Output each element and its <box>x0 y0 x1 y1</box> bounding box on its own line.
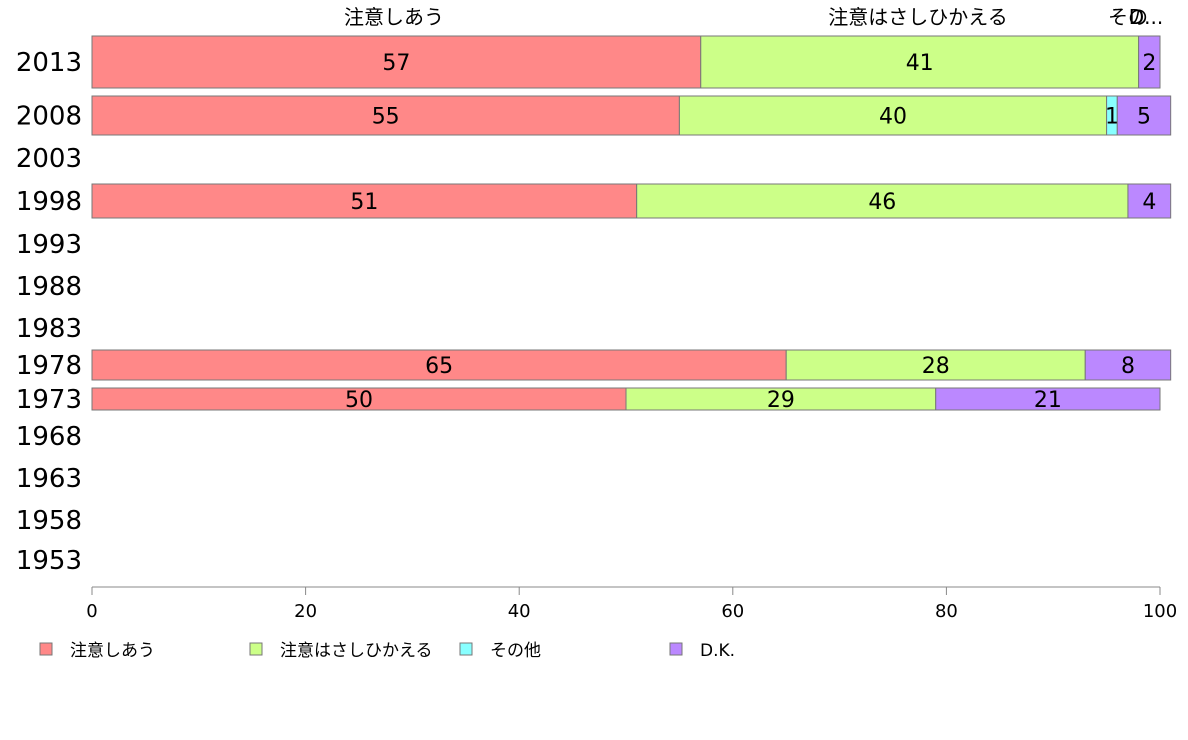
legend-swatch <box>249 642 263 656</box>
data-label: 50 <box>345 388 373 413</box>
category-label: 2013 <box>16 48 82 78</box>
data-label: 57 <box>382 51 410 76</box>
category-label: 1963 <box>16 464 82 494</box>
data-label: 4 <box>1142 190 1156 215</box>
bar-segment <box>1138 35 1161 89</box>
category-label: 1983 <box>16 314 82 344</box>
category-label: 1978 <box>16 351 82 381</box>
bar-segment <box>1116 95 1172 136</box>
data-label: 55 <box>372 105 400 130</box>
x-tick-label: 20 <box>294 601 317 622</box>
legend-swatch <box>669 642 683 656</box>
top-series-label: その <box>1108 5 1148 29</box>
data-label: 65 <box>425 354 453 379</box>
bar-segment <box>678 95 1108 136</box>
bar-segment <box>700 35 1140 89</box>
legend-label: 注意はさしひかえる <box>280 641 433 661</box>
category-label: 1993 <box>16 230 82 260</box>
category-label: 1998 <box>16 187 82 217</box>
legend-label: D.K. <box>700 641 735 661</box>
category-label: 2003 <box>16 144 82 174</box>
legend-swatch <box>459 642 473 656</box>
category-label: 1988 <box>16 272 82 302</box>
x-tick-label: 100 <box>1143 601 1177 622</box>
top-series-label: D... <box>1129 5 1163 29</box>
data-label: 8 <box>1121 354 1135 379</box>
data-label: 46 <box>868 190 896 215</box>
data-label: 51 <box>350 190 378 215</box>
data-label: 5 <box>1137 105 1151 130</box>
bar-segment <box>1127 183 1172 219</box>
data-label: 40 <box>879 105 907 130</box>
bar-segment <box>785 349 1086 381</box>
x-tick-label: 0 <box>86 601 97 622</box>
top-series-label: 注意はさしひかえる <box>828 5 1007 29</box>
x-tick-label: 80 <box>935 601 958 622</box>
data-label: 2 <box>1142 51 1156 76</box>
bar-segment <box>1084 349 1172 381</box>
data-label: 21 <box>1034 388 1062 413</box>
category-label: 1973 <box>16 385 82 415</box>
data-label: 29 <box>767 388 795 413</box>
legend-label: その他 <box>490 641 541 661</box>
legend-swatch <box>39 642 53 656</box>
top-series-label: 注意しあう <box>344 5 444 29</box>
bar-segment <box>91 183 638 219</box>
x-tick-label: 40 <box>508 601 531 622</box>
data-label: 41 <box>906 51 934 76</box>
data-label: 28 <box>922 354 950 379</box>
x-tick-label: 60 <box>721 601 744 622</box>
category-label: 1958 <box>16 506 82 536</box>
data-label: 1 <box>1105 105 1119 130</box>
category-label: 1953 <box>16 546 82 576</box>
bar-segment <box>935 387 1161 411</box>
category-label: 1968 <box>16 422 82 452</box>
category-label: 2008 <box>16 102 82 132</box>
bar-segment <box>91 35 702 89</box>
legend-label: 注意しあう <box>70 641 155 661</box>
